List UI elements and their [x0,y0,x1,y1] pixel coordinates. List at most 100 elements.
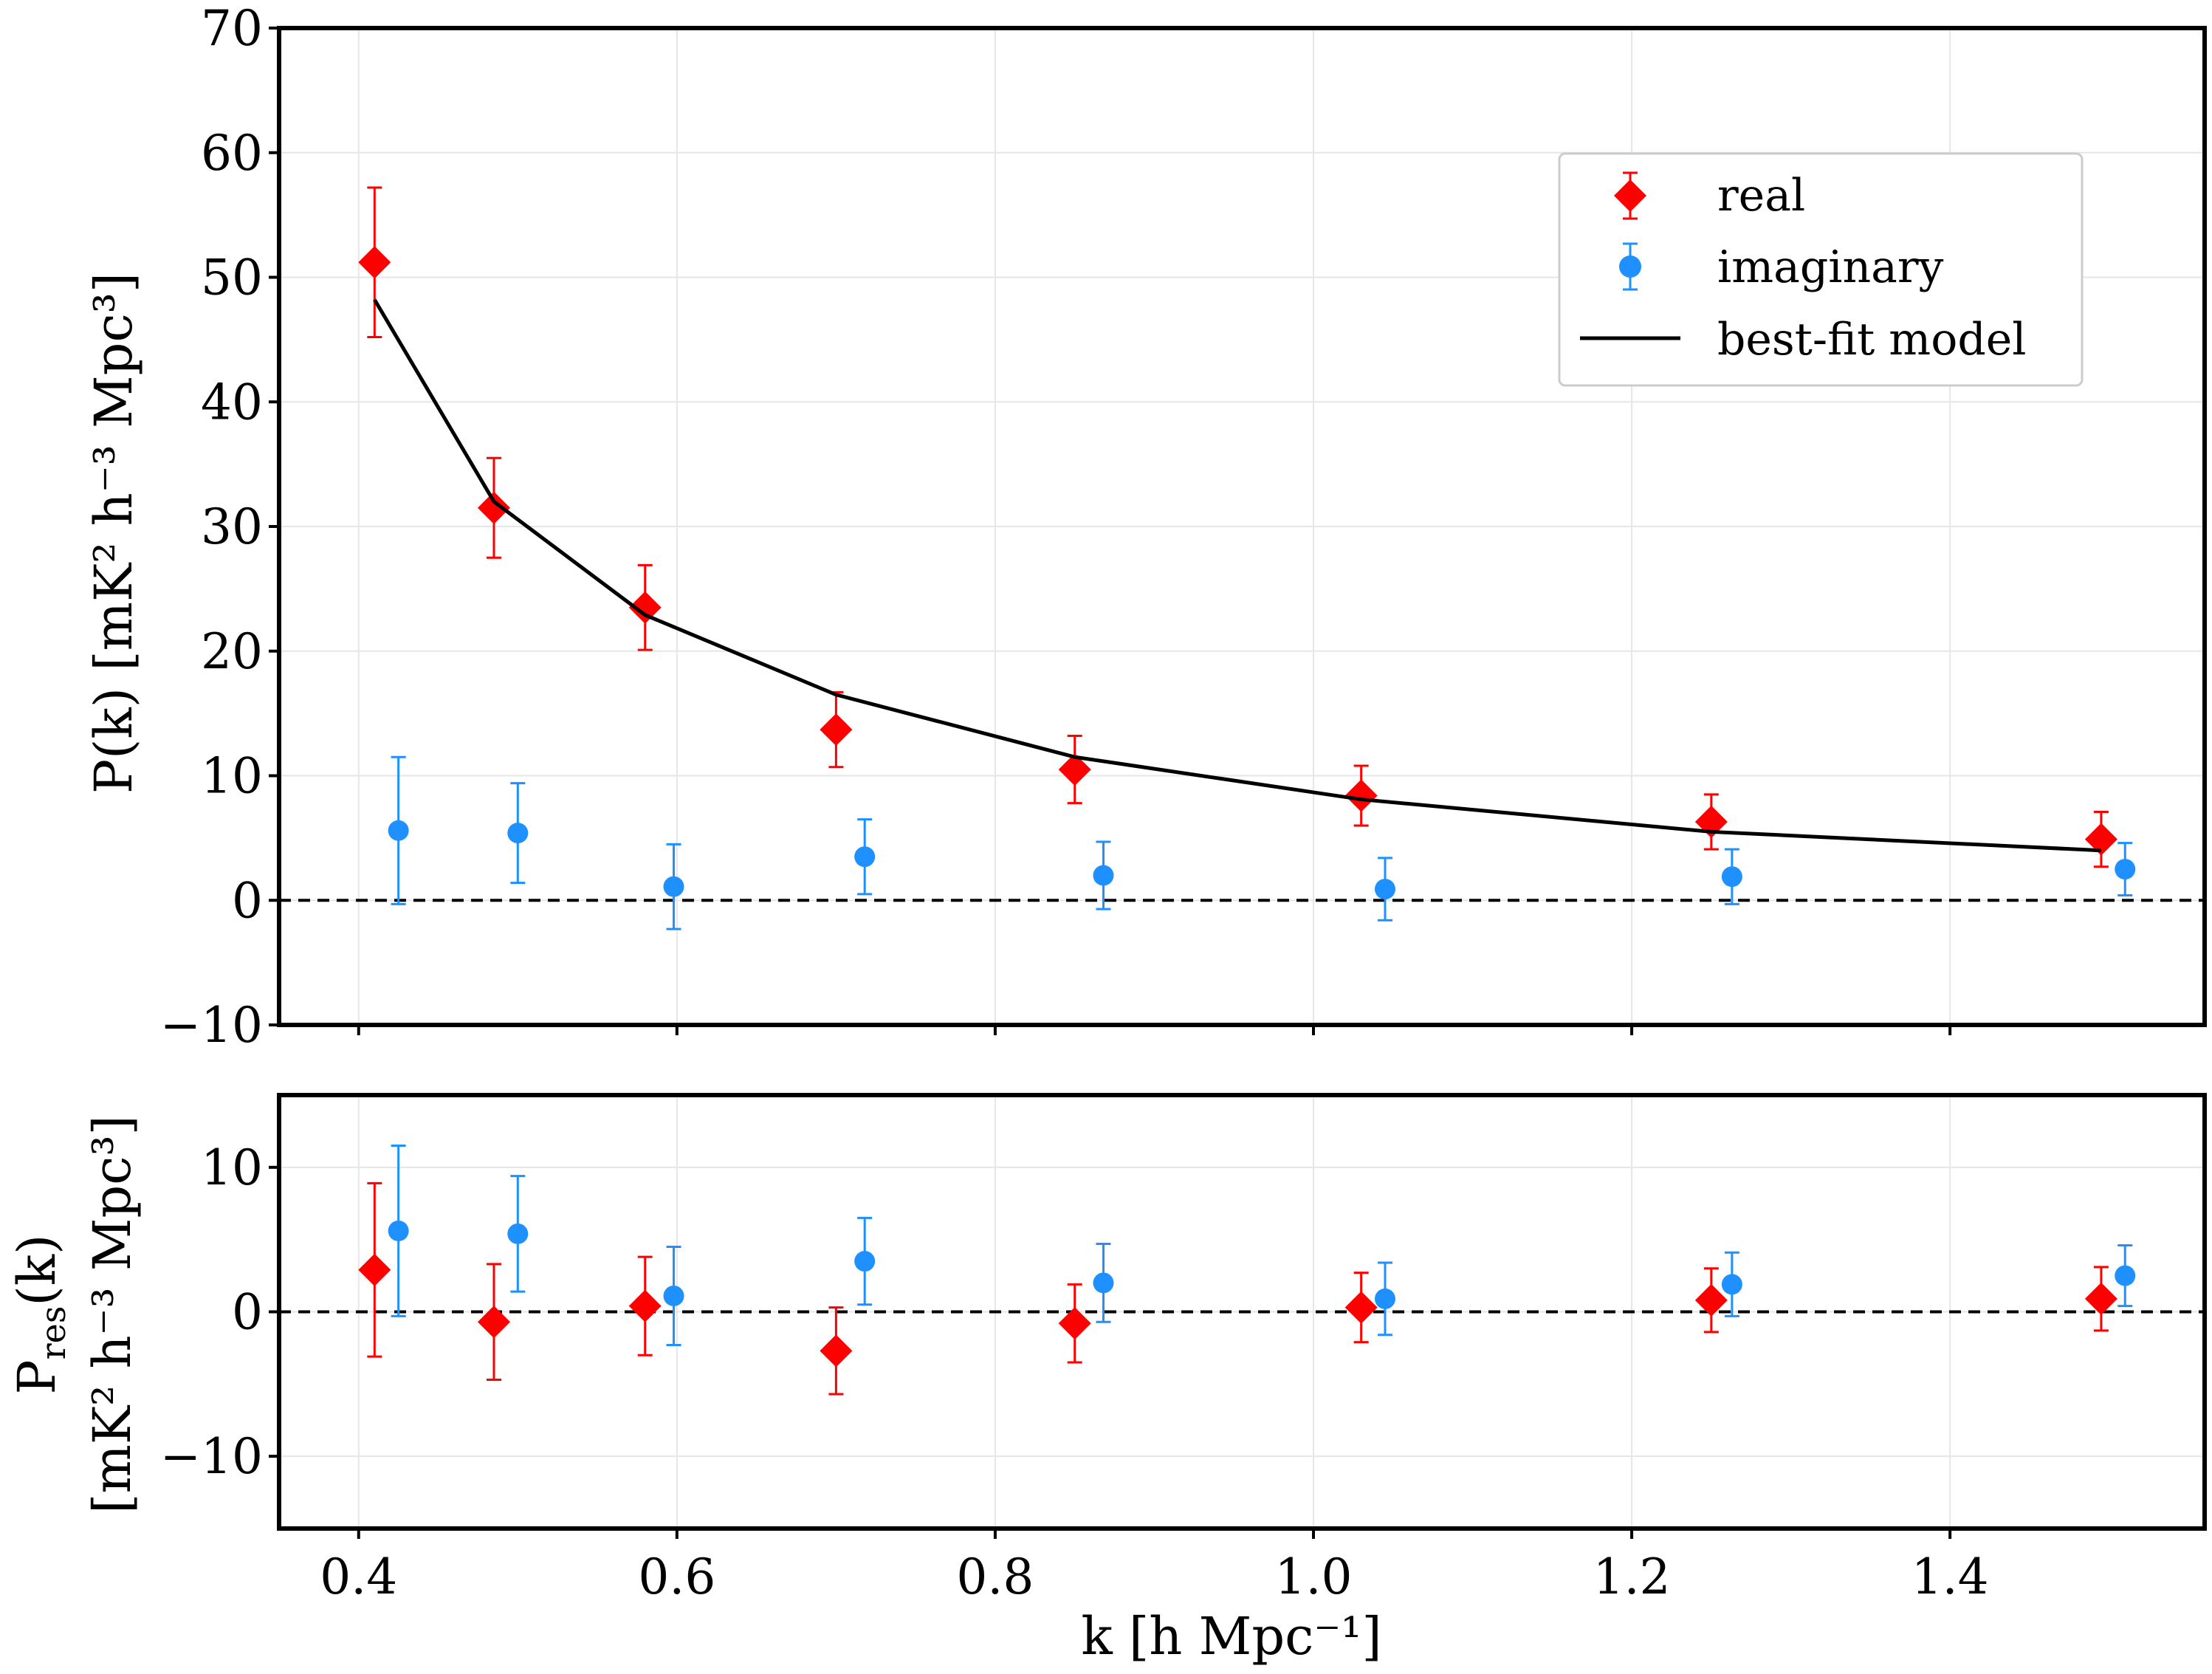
bottom-xtick-label: 1.0 [1275,1548,1353,1605]
top-real-point [1058,735,1091,805]
top-imaginary-marker [1093,865,1114,886]
bottom-real-point [1694,1267,1728,1334]
top-imaginary-point [1093,840,1114,910]
bottom-imaginary-marker [2115,1265,2136,1286]
top-real-marker [1344,779,1378,812]
bottom-ylabel-p: P [7,1359,67,1394]
bottom-real-marker [628,1289,662,1323]
top-real-marker [358,246,391,279]
bottom-imaginary-point [507,1175,529,1293]
bottom-ylabel-sub: res [33,1306,73,1360]
bottom-real-marker [1694,1283,1728,1317]
legend-item-best-fit: best-fit model [1580,314,2026,366]
bottom-imaginary-point [854,1216,876,1306]
top-imaginary-marker [507,823,529,844]
bottom-imaginary-point [1374,1261,1395,1337]
top-imaginary-marker [854,846,876,868]
top-ytick-label: 10 [201,748,263,805]
top-real-point [628,563,662,651]
top-ylabel: P(k) [mK² h⁻³ Mpc³] [83,272,144,794]
top-ytick-label: 70 [201,0,263,57]
bottom-imaginary-marker [388,1220,409,1241]
bottom-imaginary-marker [507,1223,529,1244]
legend-label-real: real [1717,170,1805,222]
bottom-imaginary-point [1721,1251,1742,1317]
bottom-real-marker [358,1253,391,1286]
bottom-imaginary-marker [1093,1272,1114,1294]
bottom-real-point [2084,1266,2117,1332]
bottom-imaginary-marker [1374,1288,1395,1309]
bottom-xtick-label: 0.8 [956,1548,1034,1605]
top-imaginary-point [507,782,529,885]
top-real-point [358,186,391,338]
bottom-real-marker [477,1306,510,1339]
bottom-imaginary-point [663,1245,684,1347]
bottom-imaginary-marker [854,1251,876,1272]
bottom-xtick-label: 0.6 [638,1548,715,1605]
top-ytick-label: 40 [201,374,263,430]
top-imaginary-point [2115,842,2136,896]
bottom-panel: −10 0 10 0.4 0.6 0.8 1.0 1.2 1.4 [160,1093,2207,1605]
top-imaginary-marker [2115,859,2136,880]
bottom-imaginary-marker [1721,1274,1742,1295]
bottom-ytick-label: 0 [232,1284,263,1341]
legend-item-imaginary: imaginary [1619,241,1944,293]
legend: real imaginary best-fit model [1558,152,2084,387]
bottom-imaginary-point [388,1144,409,1317]
top-real-point [477,456,510,559]
bottom-ytick-label: −10 [160,1428,263,1485]
legend-label-imaginary: imaginary [1717,241,1944,293]
top-ytick-label: 50 [201,250,263,306]
bottom-real-marker [820,1334,853,1368]
top-real-marker [820,713,853,747]
bottom-real-marker [1344,1291,1378,1324]
bottom-ytick-label: 10 [201,1139,263,1196]
bottom-imaginary-point [1093,1243,1114,1323]
top-real-marker [1058,753,1091,786]
top-imaginary-point [1374,857,1395,922]
top-imaginary-marker [388,820,409,841]
top-real-marker [628,591,662,624]
top-ytick-label: −10 [160,997,263,1054]
top-imaginary-point [1721,848,1742,905]
top-imaginary-point [854,818,876,896]
bottom-real-marker [2084,1282,2117,1315]
bottom-xtick-label: 0.4 [320,1548,397,1605]
top-imaginary-point [663,843,684,930]
top-ytick-label: 30 [201,498,263,555]
bottom-xtick-label: 1.2 [1593,1548,1671,1605]
top-best-fit-line [373,298,2102,853]
legend-item-real: real [1614,170,1805,222]
bottom-real-point [477,1263,510,1381]
top-imaginary-marker [1721,866,1742,888]
top-real-point [820,690,853,769]
legend-box [1558,152,2084,387]
legend-label-best-fit: best-fit model [1717,314,2026,366]
bottom-real-point [820,1306,853,1396]
top-real-marker [2084,823,2117,856]
top-ytick-label: 20 [201,623,263,680]
top-imaginary-point [388,755,409,905]
top-imaginary-marker [663,876,684,897]
bottom-xtick-label: 1.4 [1912,1548,1989,1605]
top-imaginary-marker [1374,879,1395,900]
bottom-real-point [1058,1283,1091,1364]
top-real-point [1344,764,1378,827]
legend-circle-marker [1619,255,1641,278]
top-real-marker [477,491,510,524]
bottom-real-point [358,1181,391,1358]
bottom-imaginary-point [2115,1244,2136,1308]
bottom-ylabel-line1: Pres(k) [7,1235,73,1395]
bottom-ylabel-line2: [mK² h⁻³ Mpc³] [82,1115,142,1514]
bottom-imaginary-marker [663,1285,684,1306]
legend-diamond-marker [1614,179,1646,212]
top-real-point [1694,793,1728,851]
top-ytick-label: 0 [232,872,263,929]
xlabel: k [h Mpc⁻¹] [1081,1606,1381,1667]
top-real-point [2084,810,2117,868]
bottom-real-marker [1058,1307,1091,1340]
bottom-real-point [628,1255,662,1356]
bottom-real-point [1344,1272,1378,1344]
bottom-ylabel-rest: (k) [7,1235,67,1306]
